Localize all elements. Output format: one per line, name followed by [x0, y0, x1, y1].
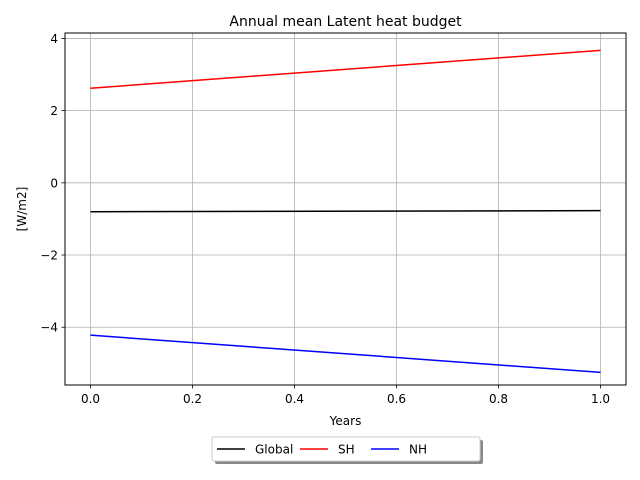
- legend: Global SH NH: [211, 436, 483, 464]
- y-tick-label: 4: [50, 32, 58, 46]
- y-axis: −4 −2 0 2 4: [40, 32, 65, 335]
- y-tick-label: 0: [50, 176, 58, 190]
- x-tick-label: 1.0: [591, 392, 610, 406]
- chart-title: Annual mean Latent heat budget: [229, 14, 462, 30]
- grid: [65, 33, 626, 385]
- x-axis: 0.0 0.2 0.4 0.6 0.8 1.0: [81, 385, 610, 406]
- series-line-global: [90, 209, 601, 213]
- x-tick-label: 0.2: [183, 392, 202, 406]
- y-tick-label: 2: [50, 104, 58, 118]
- x-tick-label: 0.4: [285, 392, 304, 406]
- y-axis-label: [W/m2]: [15, 187, 29, 232]
- legend-label-nh: NH: [409, 443, 427, 457]
- x-axis-label: Years: [329, 414, 362, 428]
- x-tick-label: 0.8: [489, 392, 508, 406]
- plot-frame: [64, 32, 627, 386]
- y-tick-label: −4: [40, 321, 58, 335]
- x-tick-label: 0.0: [81, 392, 100, 406]
- x-tick-label: 0.6: [387, 392, 406, 406]
- series-lines: [90, 49, 601, 374]
- y-tick-label: −2: [40, 249, 58, 263]
- series-line-nh: [90, 334, 601, 374]
- series-line-sh: [90, 49, 601, 89]
- legend-box: [211, 436, 481, 462]
- legend-label-global: Global: [255, 443, 293, 457]
- legend-label-sh: SH: [338, 443, 355, 457]
